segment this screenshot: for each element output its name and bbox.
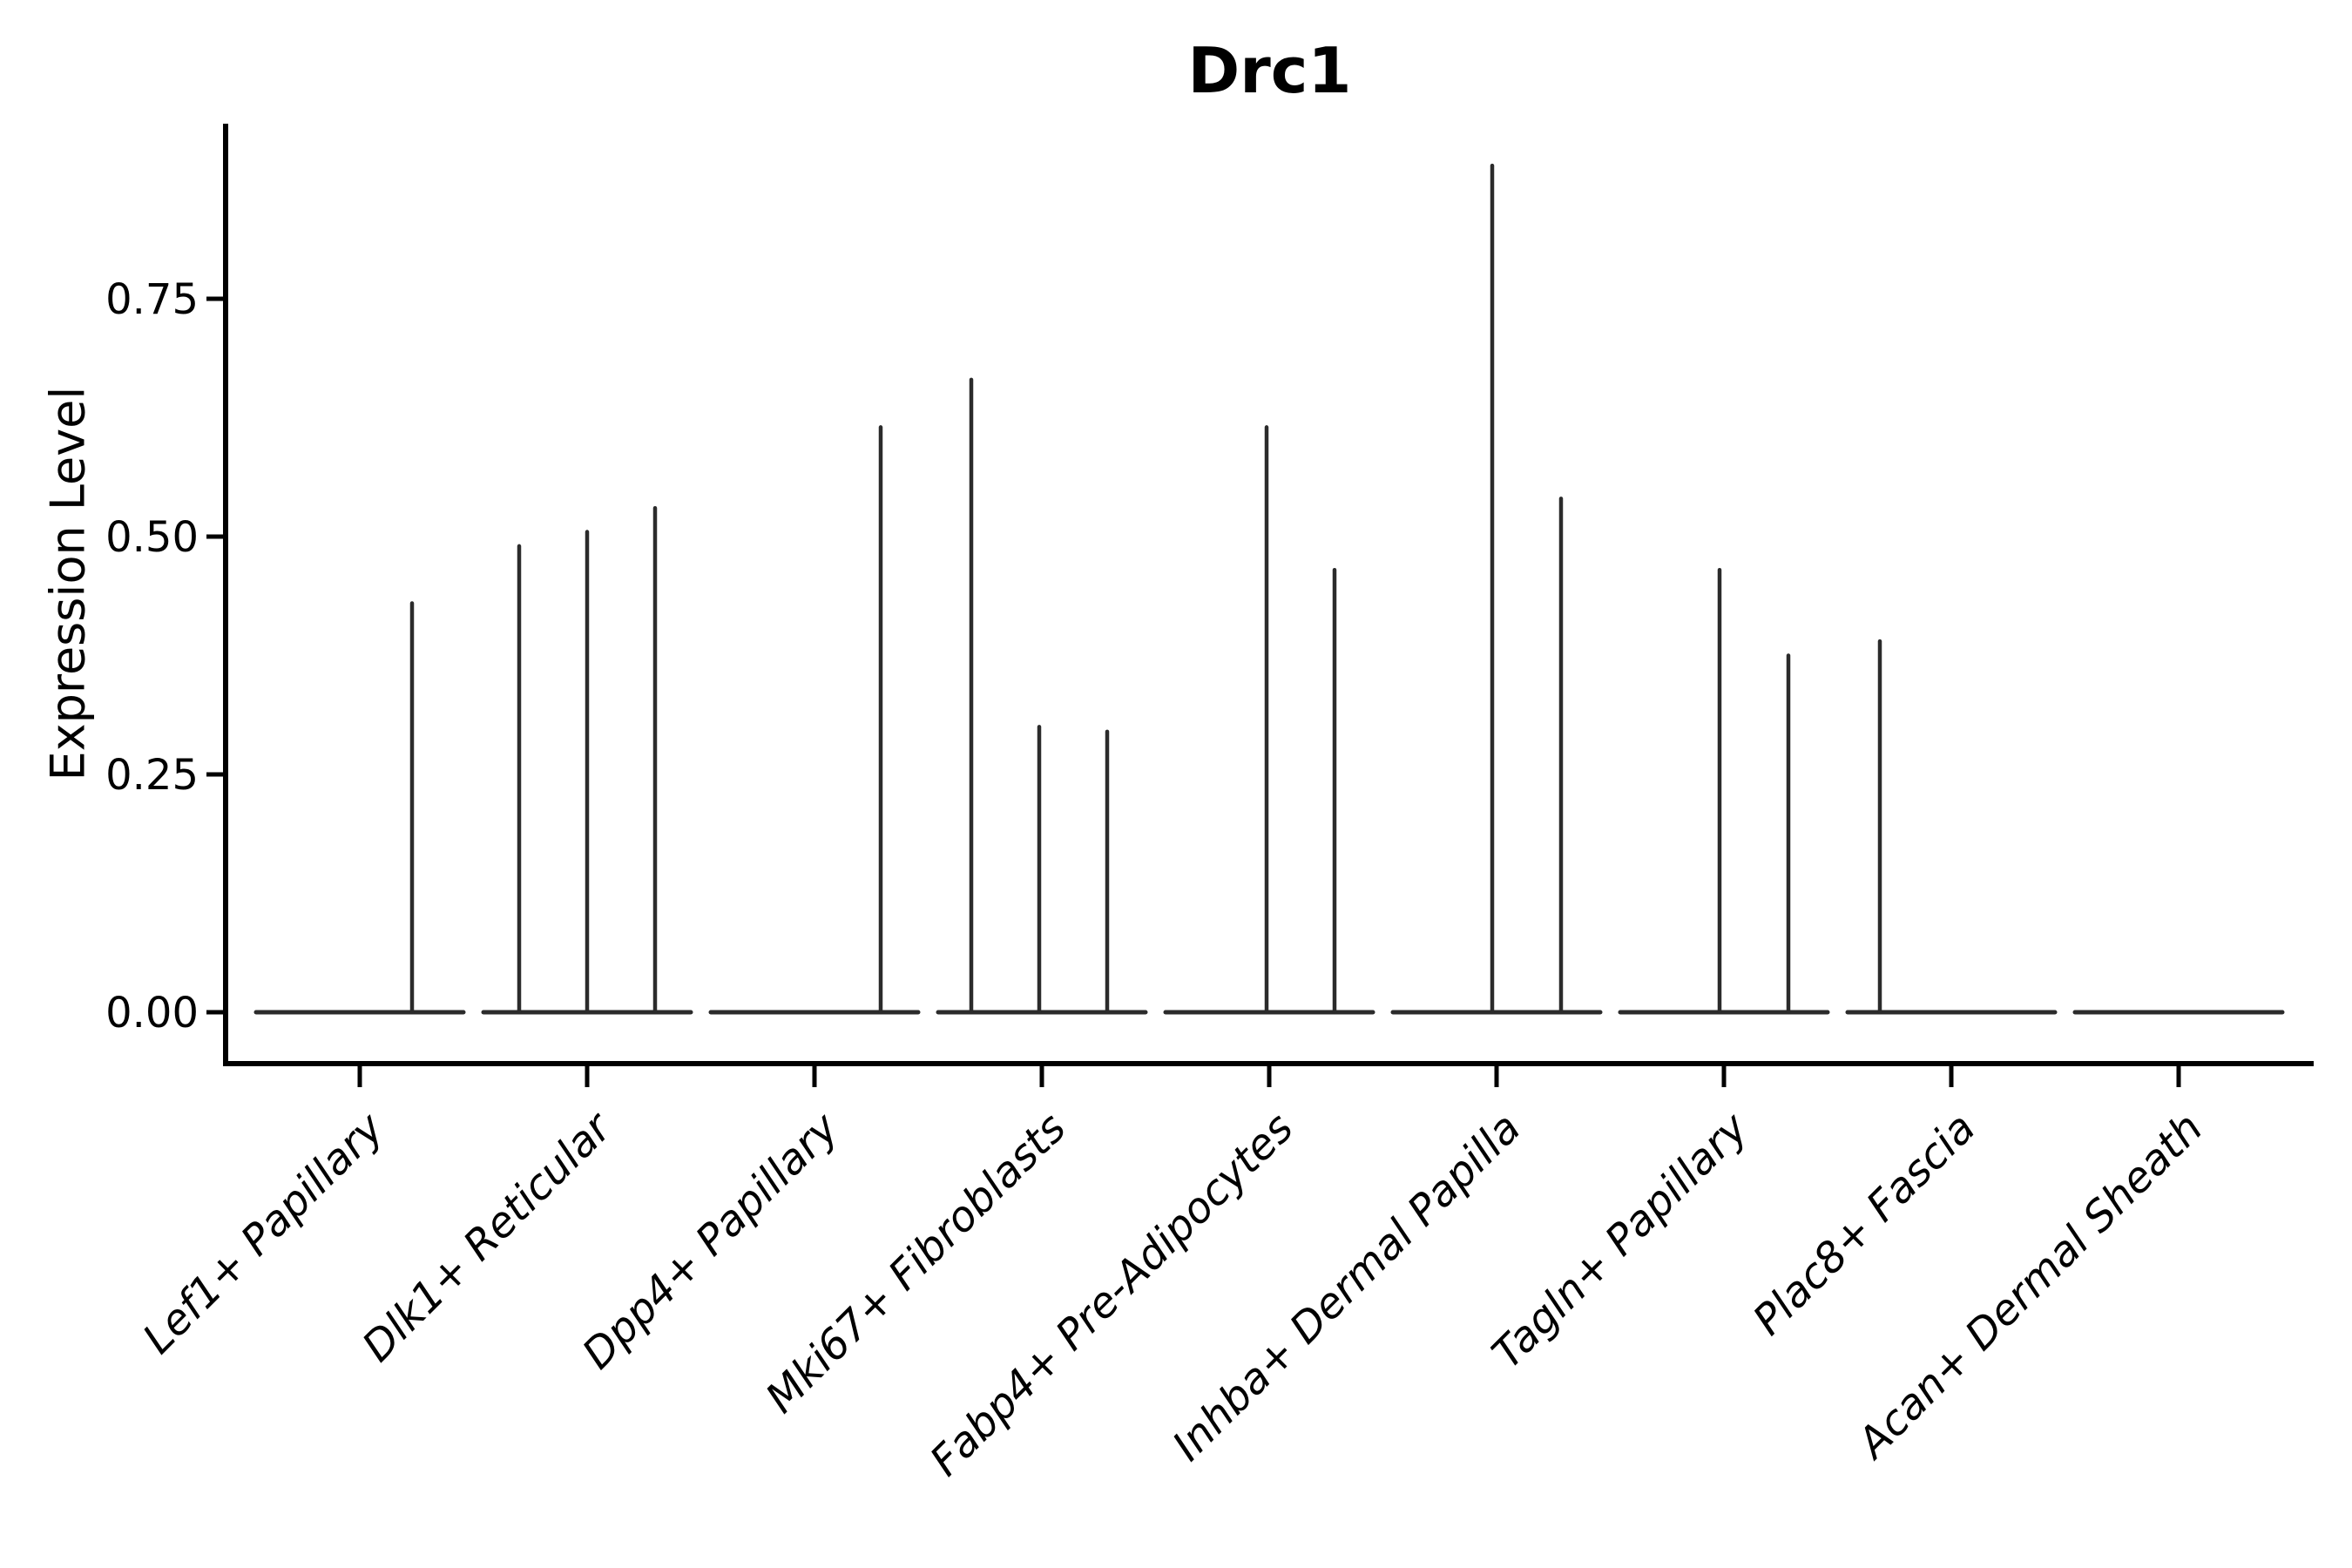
y-tick-label: 0.25 xyxy=(105,751,199,800)
chart-title: Drc1 xyxy=(1187,34,1352,107)
y-tick-label: 0.00 xyxy=(105,989,199,1037)
x-tick-label: Dlk1+ Reticular xyxy=(353,1102,623,1372)
y-tick-label: 0.50 xyxy=(105,513,199,562)
x-tick-label: Lef1+ Papillary xyxy=(133,1103,394,1363)
x-tick-label: Tagln+ Papillary xyxy=(1483,1103,1758,1378)
x-tick-label: Plac8+ Fascia xyxy=(1744,1104,1985,1345)
x-tick-label: Fabp4+ Pre-Adipocytes xyxy=(921,1104,1303,1486)
y-tick-label: 0.75 xyxy=(105,275,199,324)
